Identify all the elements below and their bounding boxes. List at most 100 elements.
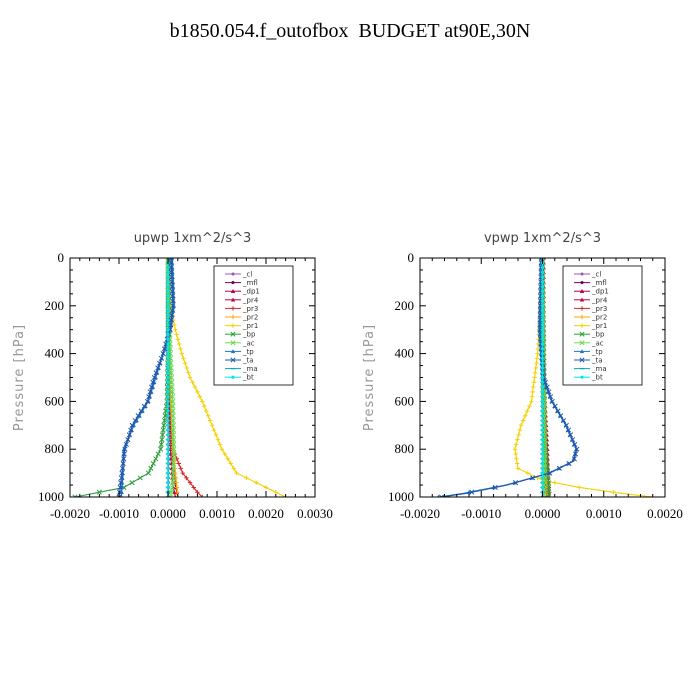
legend-entry-mfl: _mfl (574, 279, 607, 287)
marker-point (96, 489, 102, 495)
marker-point (168, 489, 174, 495)
marker-point (176, 341, 182, 347)
legend-marker (230, 289, 236, 293)
marker-point (533, 365, 538, 371)
marker-point (540, 342, 545, 346)
x-tick-label: 0.0010 (199, 506, 235, 521)
marker-point (213, 432, 219, 438)
marker-point (166, 371, 170, 375)
upwp-panel: upwp 1xm^2/s^3 Pressure [hPa] 0 200 400 600 80… (12, 231, 333, 521)
x-tick-label: -0.0020 (400, 506, 440, 521)
marker-point (540, 404, 545, 408)
marker-point (540, 481, 545, 485)
marker-point (558, 413, 564, 419)
series-markers-bt (540, 258, 545, 497)
marker-point (525, 408, 530, 414)
marker-point (540, 318, 545, 322)
marker-point (207, 418, 213, 423)
marker-point (540, 399, 545, 403)
marker-point (573, 451, 579, 457)
marker-point (168, 365, 174, 371)
marker-point (153, 370, 159, 376)
legend-marker (230, 323, 236, 328)
marker-point (542, 437, 548, 443)
legend-entry-cl: _cl (574, 271, 601, 279)
legend-label: _ma (242, 365, 258, 373)
marker-point (166, 380, 170, 384)
marker-point (546, 489, 552, 495)
marker-point (535, 351, 540, 356)
marker-point (191, 485, 196, 490)
marker-point (182, 360, 188, 366)
marker-point (168, 451, 173, 456)
marker-point (166, 318, 170, 322)
marker-point (570, 437, 576, 443)
marker-point (535, 346, 541, 352)
marker-point (200, 399, 205, 404)
marker-point (169, 293, 176, 299)
legend-marker (231, 375, 235, 379)
marker-point (555, 408, 561, 414)
marker-point (121, 456, 127, 462)
marker-point (122, 446, 128, 452)
marker-point (540, 299, 545, 303)
marker-point (168, 355, 174, 361)
marker-point (540, 361, 545, 365)
marker-point (228, 461, 233, 466)
marker-point (158, 355, 164, 361)
marker-point (138, 408, 144, 414)
marker-point (540, 466, 545, 470)
legend-label: _dp1 (591, 288, 609, 296)
marker-point (170, 413, 176, 419)
marker-point (160, 351, 166, 357)
legend-label: _cl (591, 271, 601, 279)
legend-label: _tp (242, 348, 254, 356)
marker-point (195, 389, 200, 395)
legend-entry-cl: _cl (225, 271, 252, 279)
marker-point (174, 332, 179, 337)
marker-point (129, 480, 135, 486)
marker-point (181, 356, 186, 361)
marker-point (161, 346, 168, 352)
marker-point (173, 475, 179, 481)
series-markers-tp (437, 258, 579, 497)
marker-point (178, 346, 183, 352)
marker-point (523, 413, 528, 418)
marker-point (170, 427, 177, 433)
marker-point (157, 360, 163, 366)
marker-point (166, 294, 170, 298)
y-tick-label: 0 (58, 250, 65, 265)
marker-point (169, 374, 175, 381)
marker-point (542, 460, 548, 467)
marker-point (167, 322, 174, 328)
marker-point (542, 432, 548, 438)
marker-point (231, 466, 236, 471)
marker-point (135, 413, 141, 419)
marker-point (529, 394, 535, 399)
legend-entry-bt: _bt (225, 374, 254, 382)
marker-point (540, 442, 545, 446)
marker-point (540, 418, 545, 423)
marker-point (437, 494, 440, 497)
marker-point (170, 394, 176, 400)
marker-point (141, 403, 147, 409)
marker-point (171, 441, 177, 447)
marker-point (542, 446, 548, 452)
legend-label: _dp1 (242, 288, 260, 296)
legend: _cl_mfl_dp1_pr4_pr3_pr2_pr1_bp_ac_tp_ta_… (213, 265, 294, 386)
marker-point (174, 480, 179, 485)
marker-point (540, 447, 545, 451)
marker-point (150, 379, 156, 385)
marker-point (540, 471, 545, 475)
marker-point (175, 490, 180, 495)
legend-label: _bt (242, 374, 254, 382)
marker-point (169, 312, 175, 318)
marker-point (166, 481, 170, 485)
legend-entry-ma: _ma (574, 365, 607, 373)
marker-point (546, 484, 552, 490)
marker-point (540, 294, 545, 298)
marker-point (160, 427, 166, 433)
legend-label: _mfl (591, 279, 607, 287)
marker-point (160, 432, 166, 438)
